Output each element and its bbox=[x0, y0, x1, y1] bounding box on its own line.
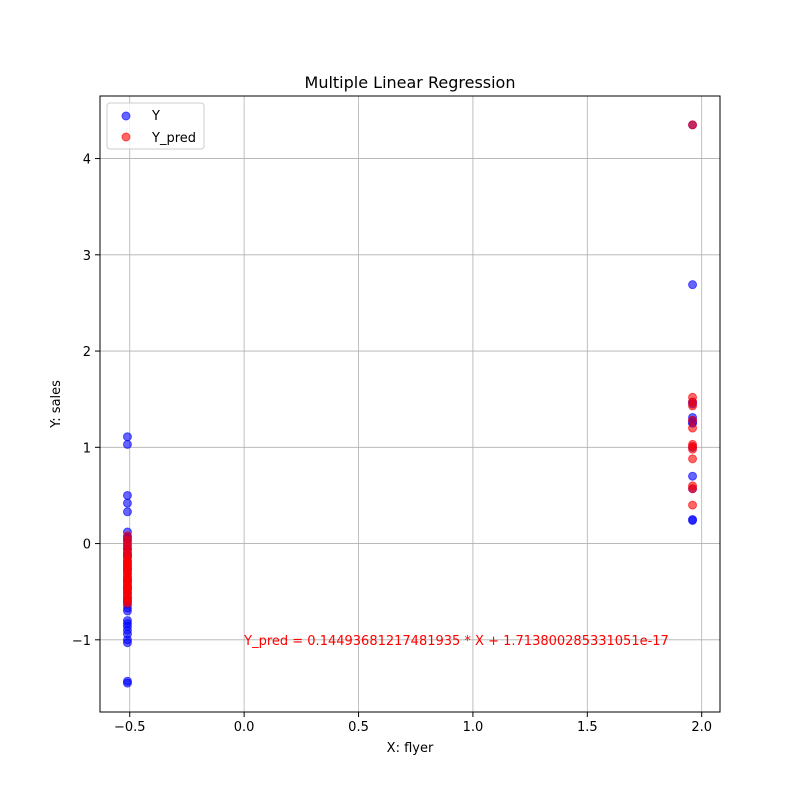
data-point-y bbox=[122, 507, 132, 517]
data-point-y-pred bbox=[122, 582, 132, 592]
data-point-y bbox=[122, 638, 132, 648]
data-point-y bbox=[122, 498, 132, 508]
y-tick-label: 4 bbox=[83, 153, 91, 168]
data-point-y-pred bbox=[688, 454, 698, 464]
data-point-y bbox=[688, 280, 698, 290]
x-axis-label: X: flyer bbox=[387, 741, 434, 756]
x-tick-label: 1.0 bbox=[463, 720, 484, 735]
data-point-y-pred bbox=[122, 598, 132, 608]
data-point-y-pred bbox=[688, 120, 698, 130]
legend-label-y-pred: Y_pred bbox=[151, 131, 196, 146]
data-point-y bbox=[122, 439, 132, 449]
legend-box bbox=[106, 102, 205, 150]
data-points bbox=[122, 120, 698, 688]
legend-marker-y bbox=[121, 111, 131, 121]
data-point-y-pred bbox=[688, 401, 698, 411]
chart-title: Multiple Linear Regression bbox=[305, 73, 516, 92]
grid bbox=[100, 96, 720, 712]
y-tick-label: 1 bbox=[83, 441, 91, 456]
data-point-y-pred bbox=[688, 484, 698, 494]
data-point-y bbox=[688, 515, 698, 525]
y-axis-label: Y: sales bbox=[49, 380, 64, 429]
data-point-y-pred bbox=[688, 423, 698, 433]
data-point-y-pred bbox=[122, 566, 132, 576]
x-tick-label: 2.0 bbox=[691, 720, 712, 735]
data-point-y-pred bbox=[122, 558, 132, 568]
legend: Y Y_pred bbox=[106, 102, 205, 150]
data-point-y bbox=[122, 678, 132, 688]
x-tick-label: 1.5 bbox=[577, 720, 598, 735]
data-point-y-pred bbox=[688, 500, 698, 510]
legend-label-y: Y bbox=[151, 109, 160, 124]
plot-area bbox=[99, 95, 721, 713]
y-tick-label: 3 bbox=[83, 249, 91, 264]
y-tick-label: 0 bbox=[83, 538, 91, 553]
data-point-y-pred bbox=[688, 444, 698, 454]
data-point-y bbox=[122, 432, 132, 442]
x-tick-label: −0.5 bbox=[114, 720, 146, 735]
y-tick-label: −1 bbox=[72, 634, 91, 649]
data-point-y bbox=[688, 471, 698, 481]
data-point-y bbox=[122, 606, 132, 616]
y-tick-label: 2 bbox=[83, 345, 91, 360]
axis-ticks: −0.5 0.0 0.5 1.0 1.5 2.0 −1 0 1 2 3 4 bbox=[72, 153, 712, 735]
x-tick-label: 0.0 bbox=[234, 720, 255, 735]
regression-equation: Y_pred = 0.14493681217481935 * X + 1.713… bbox=[243, 634, 669, 649]
x-tick-label: 0.5 bbox=[348, 720, 369, 735]
data-point-y bbox=[122, 490, 132, 500]
data-point-y-pred bbox=[688, 415, 698, 425]
legend-marker-y-pred bbox=[121, 132, 131, 142]
